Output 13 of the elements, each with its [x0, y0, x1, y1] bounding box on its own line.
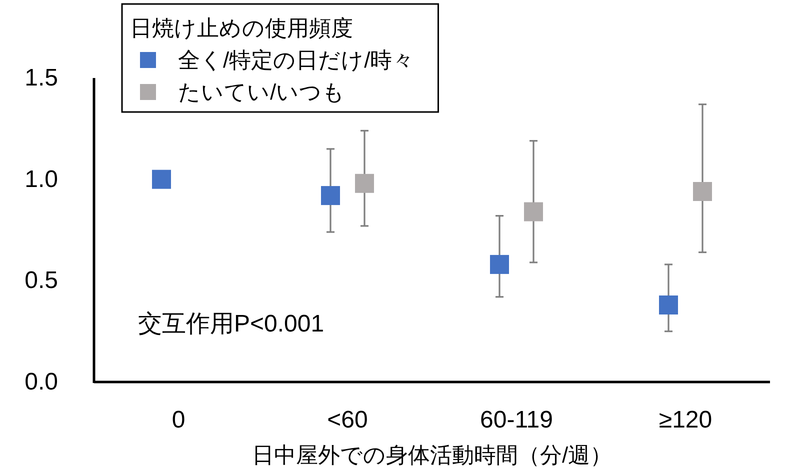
x-axis-title: 日中屋外での身体活動時間（分/週） — [252, 442, 612, 468]
y-tick-label: 0.0 — [24, 368, 58, 396]
y-tick-label: 0.5 — [24, 267, 58, 294]
x-tick-label: <60 — [327, 406, 368, 434]
legend-label: 全く/特定の日だけ/時々 — [178, 48, 414, 72]
legend-title: 日焼け止めの使用頻度 — [130, 16, 353, 40]
x-tick-label: 60-119 — [480, 406, 553, 434]
y-tick-label: 1.5 — [24, 64, 58, 92]
annotation: 交互作用P<0.001 — [138, 310, 324, 338]
x-tick-label: ≥120 — [658, 406, 712, 434]
x-tick-label: 0 — [172, 406, 186, 434]
y-tick-label: 1.0 — [24, 166, 58, 193]
legend-label: たいてい/いつも — [178, 80, 346, 104]
